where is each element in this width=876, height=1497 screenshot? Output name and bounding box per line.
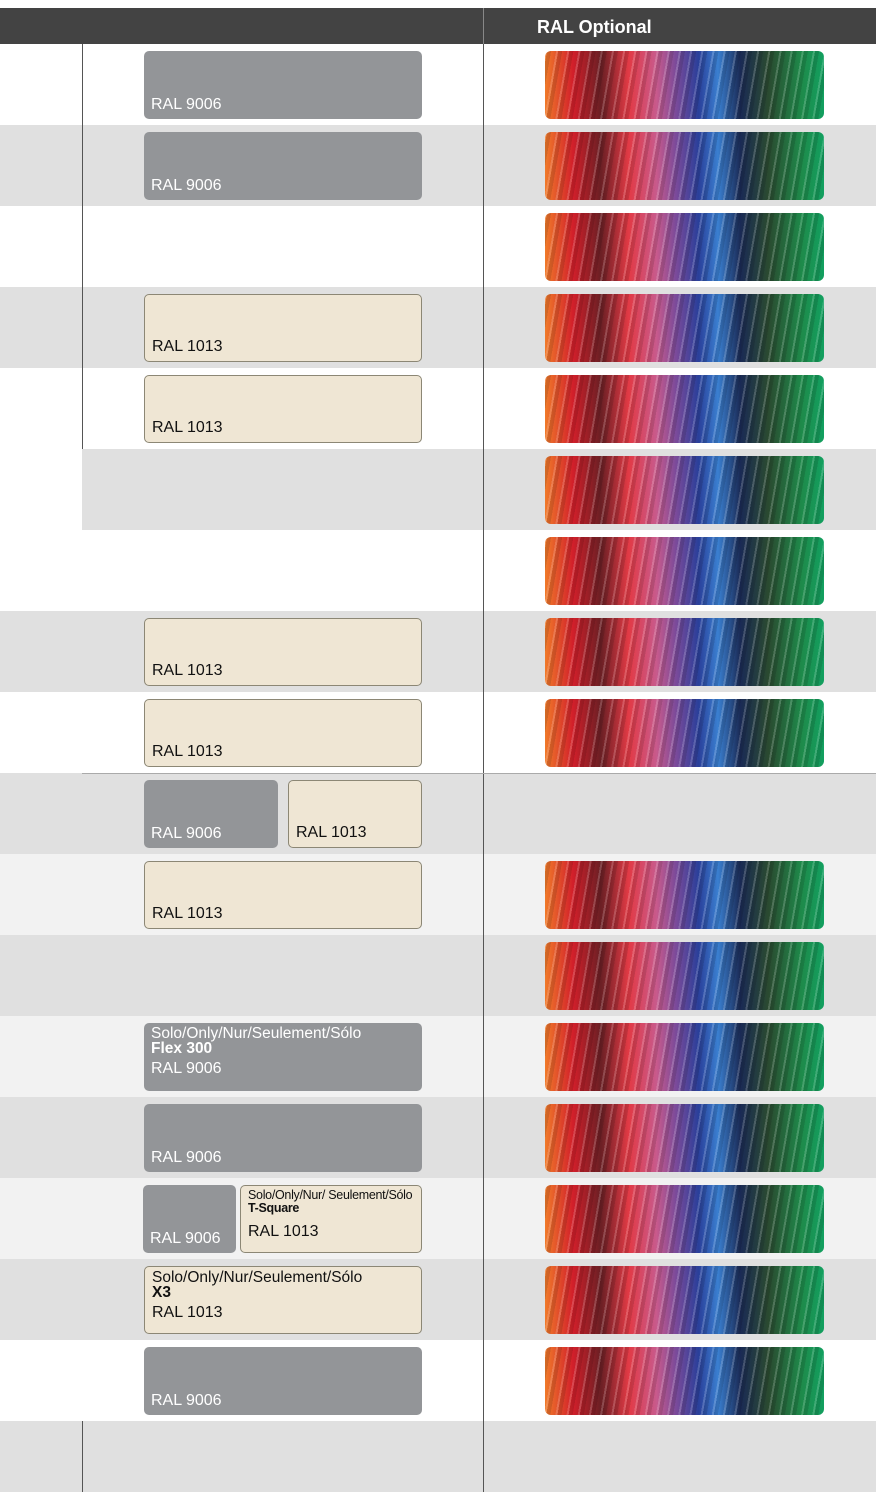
color-swatch: Solo/Only/Nur/Seulement/Sólo Flex 300 RAL … <box>144 1023 422 1091</box>
swatch-label: RAL 1013 <box>152 419 223 436</box>
color-swatch: RAL 9006 <box>143 1185 236 1253</box>
column-divider <box>483 44 484 1492</box>
swatch-note: Solo/Only/Nur/Seulement/Sólo <box>152 1269 414 1286</box>
color-swatch: RAL 9006 <box>144 1347 422 1415</box>
model-name: X3 <box>152 1284 171 1301</box>
color-swatch: RAL 9006 <box>144 1104 422 1172</box>
left-divider <box>82 44 83 449</box>
ral-optional-swatch <box>545 699 824 767</box>
ral-optional-swatch <box>545 213 824 281</box>
color-swatch: RAL 1013 <box>144 618 422 686</box>
ral-optional-swatch <box>545 1023 824 1091</box>
note-text: Solo/Only/Nur/Seulement/Sólo <box>152 1269 363 1286</box>
swatch-label: RAL 9006 <box>150 1230 221 1247</box>
header-title: RAL Optional <box>537 17 652 37</box>
swatch-label: RAL 1013 <box>152 338 223 355</box>
ral-optional-swatch <box>545 1266 824 1334</box>
color-swatch: RAL 1013 <box>144 699 422 767</box>
note-text: Solo/Only/Nur/ Seulement/Sólo <box>248 1188 413 1202</box>
color-swatch: Solo/Only/Nur/Seulement/Sólo X3 RAL 1013 <box>144 1266 422 1334</box>
swatch-note: Solo/Only/Nur/Seulement/Sólo <box>151 1025 415 1042</box>
swatch-label: RAL 1013 <box>296 824 367 841</box>
ral-optional-swatch <box>545 618 824 686</box>
swatch-label: RAL 9006 <box>151 1149 222 1166</box>
color-swatch: RAL 1013 <box>144 375 422 443</box>
swatch-label: RAL 1013 <box>152 905 223 922</box>
ral-optional-swatch <box>545 375 824 443</box>
swatch-label: RAL 9006 <box>151 825 222 842</box>
ral-optional-swatch <box>545 1104 824 1172</box>
swatch-label: RAL 9006 <box>151 1392 222 1409</box>
swatch-label: RAL 1013 <box>152 1304 223 1321</box>
color-swatch: RAL 1013 <box>288 780 422 848</box>
color-swatch: RAL 9006 <box>144 51 422 119</box>
ral-optional-swatch <box>545 537 824 605</box>
left-divider <box>82 1421 83 1492</box>
swatch-label: RAL 9006 <box>151 1060 222 1077</box>
header-bar <box>0 8 876 44</box>
swatch-label: RAL 1013 <box>248 1223 319 1240</box>
ral-optional-swatch <box>545 942 824 1010</box>
color-swatch: RAL 1013 <box>144 861 422 929</box>
swatch-label: RAL 9006 <box>151 177 222 194</box>
model-name: Flex 300 <box>151 1040 213 1057</box>
swatch-label: RAL 1013 <box>152 743 223 760</box>
swatch-label: RAL 9006 <box>151 96 222 113</box>
model-name: T-Square <box>248 1201 300 1215</box>
ral-optional-swatch <box>545 861 824 929</box>
color-swatch: RAL 9006 <box>144 780 278 848</box>
color-swatch: RAL 9006 <box>144 132 422 200</box>
ral-optional-swatch <box>545 1185 824 1253</box>
swatch-note: Solo/Only/Nur/ Seulement/Sólo T-Square <box>248 1189 414 1215</box>
ral-optional-swatch <box>545 132 824 200</box>
color-swatch: Solo/Only/Nur/ Seulement/Sólo T-Square RA… <box>240 1185 422 1253</box>
ral-optional-swatch <box>545 294 824 362</box>
swatch-label: RAL 1013 <box>152 662 223 679</box>
color-swatch: RAL 1013 <box>144 294 422 362</box>
ral-optional-swatch <box>545 51 824 119</box>
row-band <box>0 773 876 854</box>
row-band <box>0 1421 876 1492</box>
header-divider <box>483 8 484 44</box>
ral-optional-swatch <box>545 456 824 524</box>
ral-optional-swatch <box>545 1347 824 1415</box>
row-separator <box>82 773 876 774</box>
note-text: Solo/Only/Nur/Seulement/Sólo <box>151 1025 362 1042</box>
